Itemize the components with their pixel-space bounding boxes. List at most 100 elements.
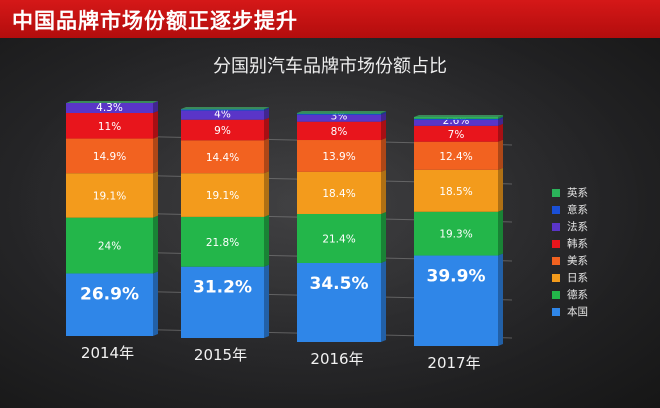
data-label: 24% [98, 241, 121, 253]
legend-item: 德系 [552, 286, 642, 303]
legend-label: 美系 [567, 255, 588, 267]
bar-segment-side [153, 101, 158, 113]
bar-segment [66, 103, 153, 113]
bar-segment [297, 113, 381, 115]
data-label: 9% [214, 125, 231, 137]
bar-segment [181, 216, 264, 267]
data-label: 21.8% [206, 237, 239, 249]
bar-segment-side [264, 264, 269, 338]
bar-segment [297, 213, 381, 263]
bar-segment-side [381, 111, 386, 115]
data-label: 8% [331, 126, 348, 138]
bar-segment [414, 169, 498, 212]
data-label: 14.9% [93, 151, 126, 163]
bar-segment-side [264, 107, 269, 111]
data-label: 18.4% [322, 188, 355, 200]
legend-swatch [552, 290, 560, 299]
data-label: 26.9% [80, 284, 139, 304]
legend-label: 韩系 [567, 238, 588, 250]
data-label: 39.9% [427, 267, 486, 287]
data-label: 19.3% [439, 229, 472, 241]
bar-segment [414, 118, 498, 120]
bar-segment-side [381, 169, 386, 214]
data-label: 4.3% [96, 102, 123, 114]
legend-label: 本国 [567, 306, 588, 318]
bar-segment [181, 109, 264, 111]
legend-item: 日系 [552, 269, 642, 286]
bar-segment-side [498, 253, 503, 346]
legend-label: 意系 [567, 204, 588, 216]
chart-title: 分国别汽车品牌市场份额占比 [213, 56, 447, 77]
legend-swatch [552, 222, 560, 231]
category-label: 2016年 [310, 350, 363, 368]
bar-segment-side [381, 112, 386, 122]
data-label: 13.9% [322, 151, 355, 163]
data-label: 19.1% [93, 190, 126, 202]
bar-segment-side [153, 110, 158, 139]
bar-segment-side [498, 117, 503, 126]
chart-legend: 英系意系法系韩系美系日系德系本国 [552, 184, 642, 320]
bar-segment [297, 140, 381, 172]
legend-item: 美系 [552, 252, 642, 269]
bar-segment-side [264, 214, 269, 267]
category-label: 2014年 [81, 344, 134, 362]
legend-label: 法系 [567, 221, 588, 233]
bar-segment [66, 273, 153, 336]
bar-segment [66, 173, 153, 218]
legend-swatch [552, 273, 560, 282]
bar-segment [414, 141, 498, 170]
bar-segment-side [381, 211, 386, 263]
bar-segment-side [264, 117, 269, 141]
data-label: 12.4% [439, 151, 472, 163]
data-label: 18.5% [439, 186, 472, 198]
bar-segment-side [498, 115, 503, 119]
bar-segment-side [381, 260, 386, 342]
data-label: 14.4% [206, 152, 239, 164]
bar-segment-side [153, 271, 158, 336]
bar-segment [414, 125, 498, 142]
legend-label: 德系 [567, 289, 588, 301]
bar-segment [414, 211, 498, 256]
bar-segment [297, 114, 381, 122]
legend-label: 英系 [567, 187, 588, 199]
bar-segment [181, 173, 264, 217]
bar-segment [181, 266, 264, 338]
bar-segment [414, 119, 498, 126]
legend-item: 英系 [552, 184, 642, 201]
legend-item: 韩系 [552, 235, 642, 252]
header-banner: 中国品牌市场份额正逐步提升 [0, 0, 660, 38]
bar-top-cap [297, 111, 386, 113]
data-label: 19.1% [206, 190, 239, 202]
bar-segment-side [498, 116, 503, 120]
data-label: 34.5% [310, 274, 369, 294]
bar-segment [66, 138, 153, 174]
bar-segment-side [153, 136, 158, 174]
legend-swatch [552, 205, 560, 214]
bar-segment [181, 140, 264, 174]
bar-segment-side [498, 167, 503, 212]
legend-label: 日系 [567, 272, 588, 284]
legend-swatch [552, 307, 560, 316]
bar-segment [181, 110, 264, 120]
bar-top-cap [181, 107, 269, 109]
legend-swatch [552, 188, 560, 197]
bar-segment-side [498, 209, 503, 256]
data-label: 11% [98, 121, 121, 133]
bar-segment-side [498, 123, 503, 142]
bar-segment [414, 117, 498, 119]
legend-item: 意系 [552, 201, 642, 218]
data-label: 31.2% [193, 278, 252, 298]
bar-segment-side [381, 111, 386, 114]
category-label: 2015年 [194, 346, 247, 364]
bar-segment [297, 171, 381, 214]
data-label: 21.4% [322, 233, 355, 245]
data-label: 7% [448, 129, 465, 141]
bar-segment [297, 262, 381, 342]
bar-segment-side [498, 139, 503, 170]
bar-segment [297, 121, 381, 141]
bar-segment [181, 119, 264, 141]
legend-item: 法系 [552, 218, 642, 235]
bar-segment [66, 217, 153, 274]
bar-segment-side [264, 108, 269, 120]
